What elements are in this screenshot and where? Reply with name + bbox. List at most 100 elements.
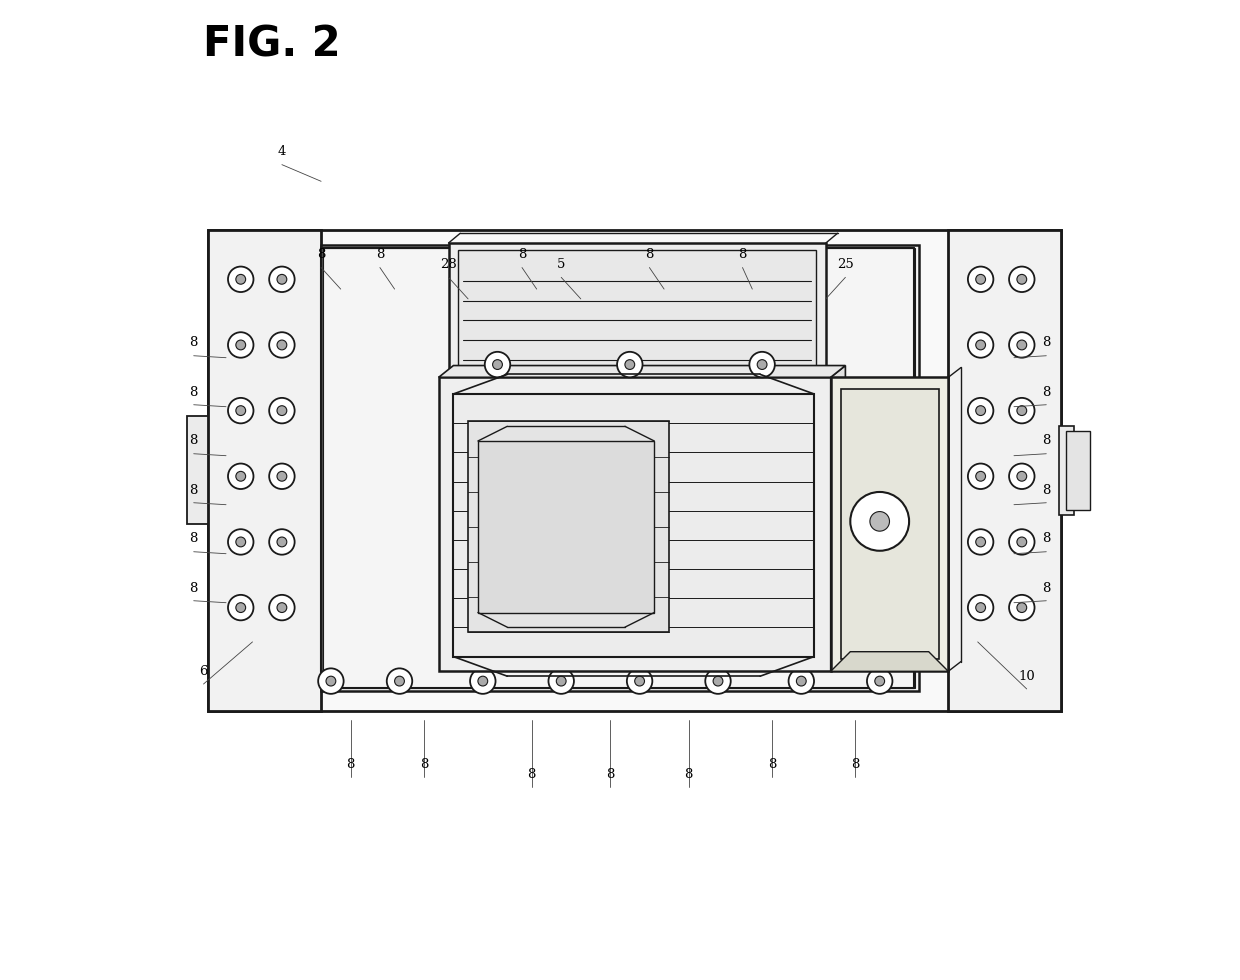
- Text: 8: 8: [190, 483, 198, 497]
- Circle shape: [706, 668, 730, 694]
- Text: 8: 8: [851, 758, 859, 771]
- Circle shape: [968, 398, 993, 423]
- Text: 25: 25: [837, 258, 854, 271]
- Polygon shape: [831, 652, 949, 671]
- Circle shape: [277, 603, 286, 612]
- Circle shape: [557, 676, 567, 686]
- Text: 8: 8: [1042, 434, 1050, 448]
- Polygon shape: [439, 366, 846, 377]
- Circle shape: [1017, 471, 1027, 481]
- Circle shape: [1017, 340, 1027, 350]
- Text: 8: 8: [684, 767, 693, 781]
- Circle shape: [1017, 537, 1027, 547]
- Circle shape: [236, 340, 246, 350]
- Circle shape: [1017, 406, 1027, 416]
- Text: 8: 8: [317, 248, 325, 262]
- Circle shape: [269, 267, 295, 292]
- Circle shape: [269, 464, 295, 489]
- Circle shape: [277, 274, 286, 284]
- Circle shape: [236, 274, 246, 284]
- Circle shape: [1017, 274, 1027, 284]
- Text: 8: 8: [1042, 385, 1050, 399]
- Text: 8: 8: [1042, 336, 1050, 350]
- Circle shape: [236, 406, 246, 416]
- Text: 4: 4: [278, 145, 286, 159]
- Text: 8: 8: [190, 581, 198, 595]
- Bar: [1066, 431, 1090, 510]
- Circle shape: [319, 668, 343, 694]
- Text: 8: 8: [376, 248, 384, 262]
- Circle shape: [789, 668, 813, 694]
- Circle shape: [635, 676, 645, 686]
- Circle shape: [269, 595, 295, 620]
- Circle shape: [269, 529, 295, 555]
- Text: 8: 8: [420, 758, 428, 771]
- Circle shape: [236, 603, 246, 612]
- Circle shape: [976, 274, 986, 284]
- Circle shape: [548, 668, 574, 694]
- Bar: [1059, 426, 1074, 514]
- Circle shape: [867, 668, 893, 694]
- Circle shape: [228, 464, 253, 489]
- Bar: [459, 250, 816, 368]
- Text: 5: 5: [557, 258, 565, 271]
- Circle shape: [236, 471, 246, 481]
- Bar: [321, 245, 919, 691]
- Text: 28: 28: [440, 258, 456, 271]
- Text: 8: 8: [1042, 532, 1050, 546]
- Circle shape: [968, 595, 993, 620]
- Circle shape: [618, 352, 642, 377]
- Text: FIG. 2: FIG. 2: [203, 24, 341, 65]
- Circle shape: [1009, 464, 1034, 489]
- Bar: [454, 394, 813, 657]
- Text: 8: 8: [190, 532, 198, 546]
- Circle shape: [976, 471, 986, 481]
- Text: 8: 8: [738, 248, 746, 262]
- Bar: [324, 248, 915, 688]
- Text: 8: 8: [1042, 581, 1050, 595]
- Circle shape: [1009, 332, 1034, 358]
- Circle shape: [387, 668, 412, 694]
- Circle shape: [277, 537, 286, 547]
- Text: 8: 8: [346, 758, 355, 771]
- Circle shape: [228, 398, 253, 423]
- Polygon shape: [831, 366, 846, 671]
- Circle shape: [976, 603, 986, 612]
- Circle shape: [625, 360, 635, 369]
- Circle shape: [269, 332, 295, 358]
- Circle shape: [228, 332, 253, 358]
- Circle shape: [1009, 595, 1034, 620]
- Circle shape: [485, 352, 510, 377]
- Bar: [477, 441, 655, 612]
- Circle shape: [713, 676, 723, 686]
- Text: 8: 8: [606, 767, 614, 781]
- Circle shape: [976, 340, 986, 350]
- Text: 8: 8: [645, 248, 653, 262]
- Circle shape: [796, 676, 806, 686]
- Circle shape: [277, 471, 286, 481]
- Circle shape: [277, 340, 286, 350]
- Text: 8: 8: [768, 758, 776, 771]
- Circle shape: [477, 676, 487, 686]
- Bar: [831, 377, 949, 671]
- Text: 6: 6: [200, 664, 208, 678]
- Bar: [208, 230, 1061, 710]
- Circle shape: [326, 676, 336, 686]
- Circle shape: [228, 595, 253, 620]
- Circle shape: [1009, 529, 1034, 555]
- Bar: [187, 416, 208, 524]
- Circle shape: [874, 676, 884, 686]
- Circle shape: [1017, 603, 1027, 612]
- Text: 8: 8: [190, 336, 198, 350]
- Circle shape: [228, 267, 253, 292]
- Text: 8: 8: [518, 248, 526, 262]
- Text: 8: 8: [190, 385, 198, 399]
- Circle shape: [1009, 398, 1034, 423]
- Text: 8: 8: [1042, 483, 1050, 497]
- Bar: [841, 389, 939, 659]
- Circle shape: [968, 332, 993, 358]
- Circle shape: [976, 537, 986, 547]
- Circle shape: [1009, 267, 1034, 292]
- Bar: [449, 243, 826, 375]
- Bar: [469, 421, 670, 632]
